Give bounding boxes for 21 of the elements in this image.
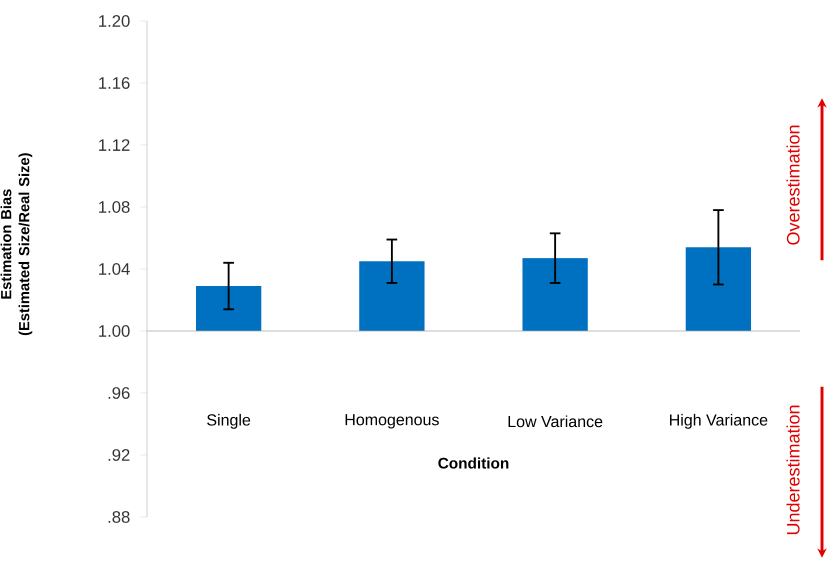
- bar: [686, 247, 752, 331]
- y-tick-label: 1.16: [99, 77, 130, 89]
- y-tick-label: .96: [108, 387, 130, 399]
- y-tick-label: 1.20: [99, 15, 130, 27]
- y-tick-label: .88: [108, 511, 130, 523]
- y-tick-label: 1.04: [99, 263, 130, 275]
- annotation: Overestimation: [786, 126, 800, 245]
- bar: [196, 286, 262, 331]
- x-axis-title: Condition: [438, 457, 508, 469]
- bar: [522, 258, 588, 331]
- y-tick-label: .92: [108, 449, 130, 461]
- y-tick-label: 1.00: [99, 325, 130, 337]
- y-axis-title: Estimation Bias (Estimated Size/Real Size): [0, 153, 32, 336]
- x-tick-label: Low Variance: [508, 415, 602, 428]
- annotation: Underestimation: [786, 406, 800, 534]
- bar: [359, 261, 425, 331]
- y-tick-label: 1.12: [99, 139, 130, 151]
- x-tick-label: High Variance: [670, 414, 768, 429]
- y-tick-label: 1.08: [99, 201, 130, 213]
- x-tick-label: Single: [207, 414, 250, 429]
- x-tick-label: Homogenous: [346, 414, 439, 428]
